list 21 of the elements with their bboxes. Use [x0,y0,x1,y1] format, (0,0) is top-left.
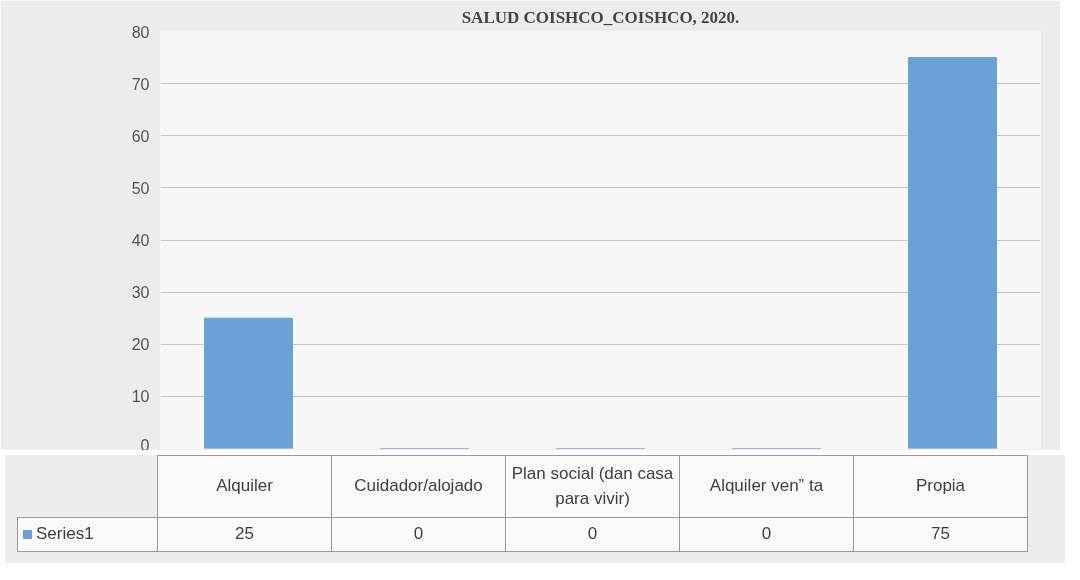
y-tick-label: 10 [131,388,150,406]
data-label: 25 [157,517,332,552]
y-tick-label: 80 [131,23,150,41]
data-label: 0 [331,517,506,552]
x-tick-label: Alquiler [157,455,332,518]
legend-label: Series1 [17,517,158,552]
chart-title: SALUD COISHCO_COISHCO, 2020. [461,7,740,27]
data-label: 0 [679,517,854,552]
y-tick-label: 60 [131,127,150,145]
y-tick-label: 0 [140,436,150,454]
x-tick-label: Alquiler ven” ta [679,455,854,518]
y-tick-label: 70 [131,75,150,93]
data-label: 75 [853,517,1028,552]
data-label: 0 [505,517,680,552]
y-tick-label: 50 [131,179,150,197]
y-tick-label: 30 [131,284,150,302]
x-tick-label: Cuidador/alojado [331,455,506,518]
x-tick-label: Plan social (dan casa para vivir) [505,455,680,518]
x-tick-label: Propia [853,455,1028,518]
y-tick-label: 40 [131,232,150,249]
y-tick-label: 20 [131,336,150,354]
